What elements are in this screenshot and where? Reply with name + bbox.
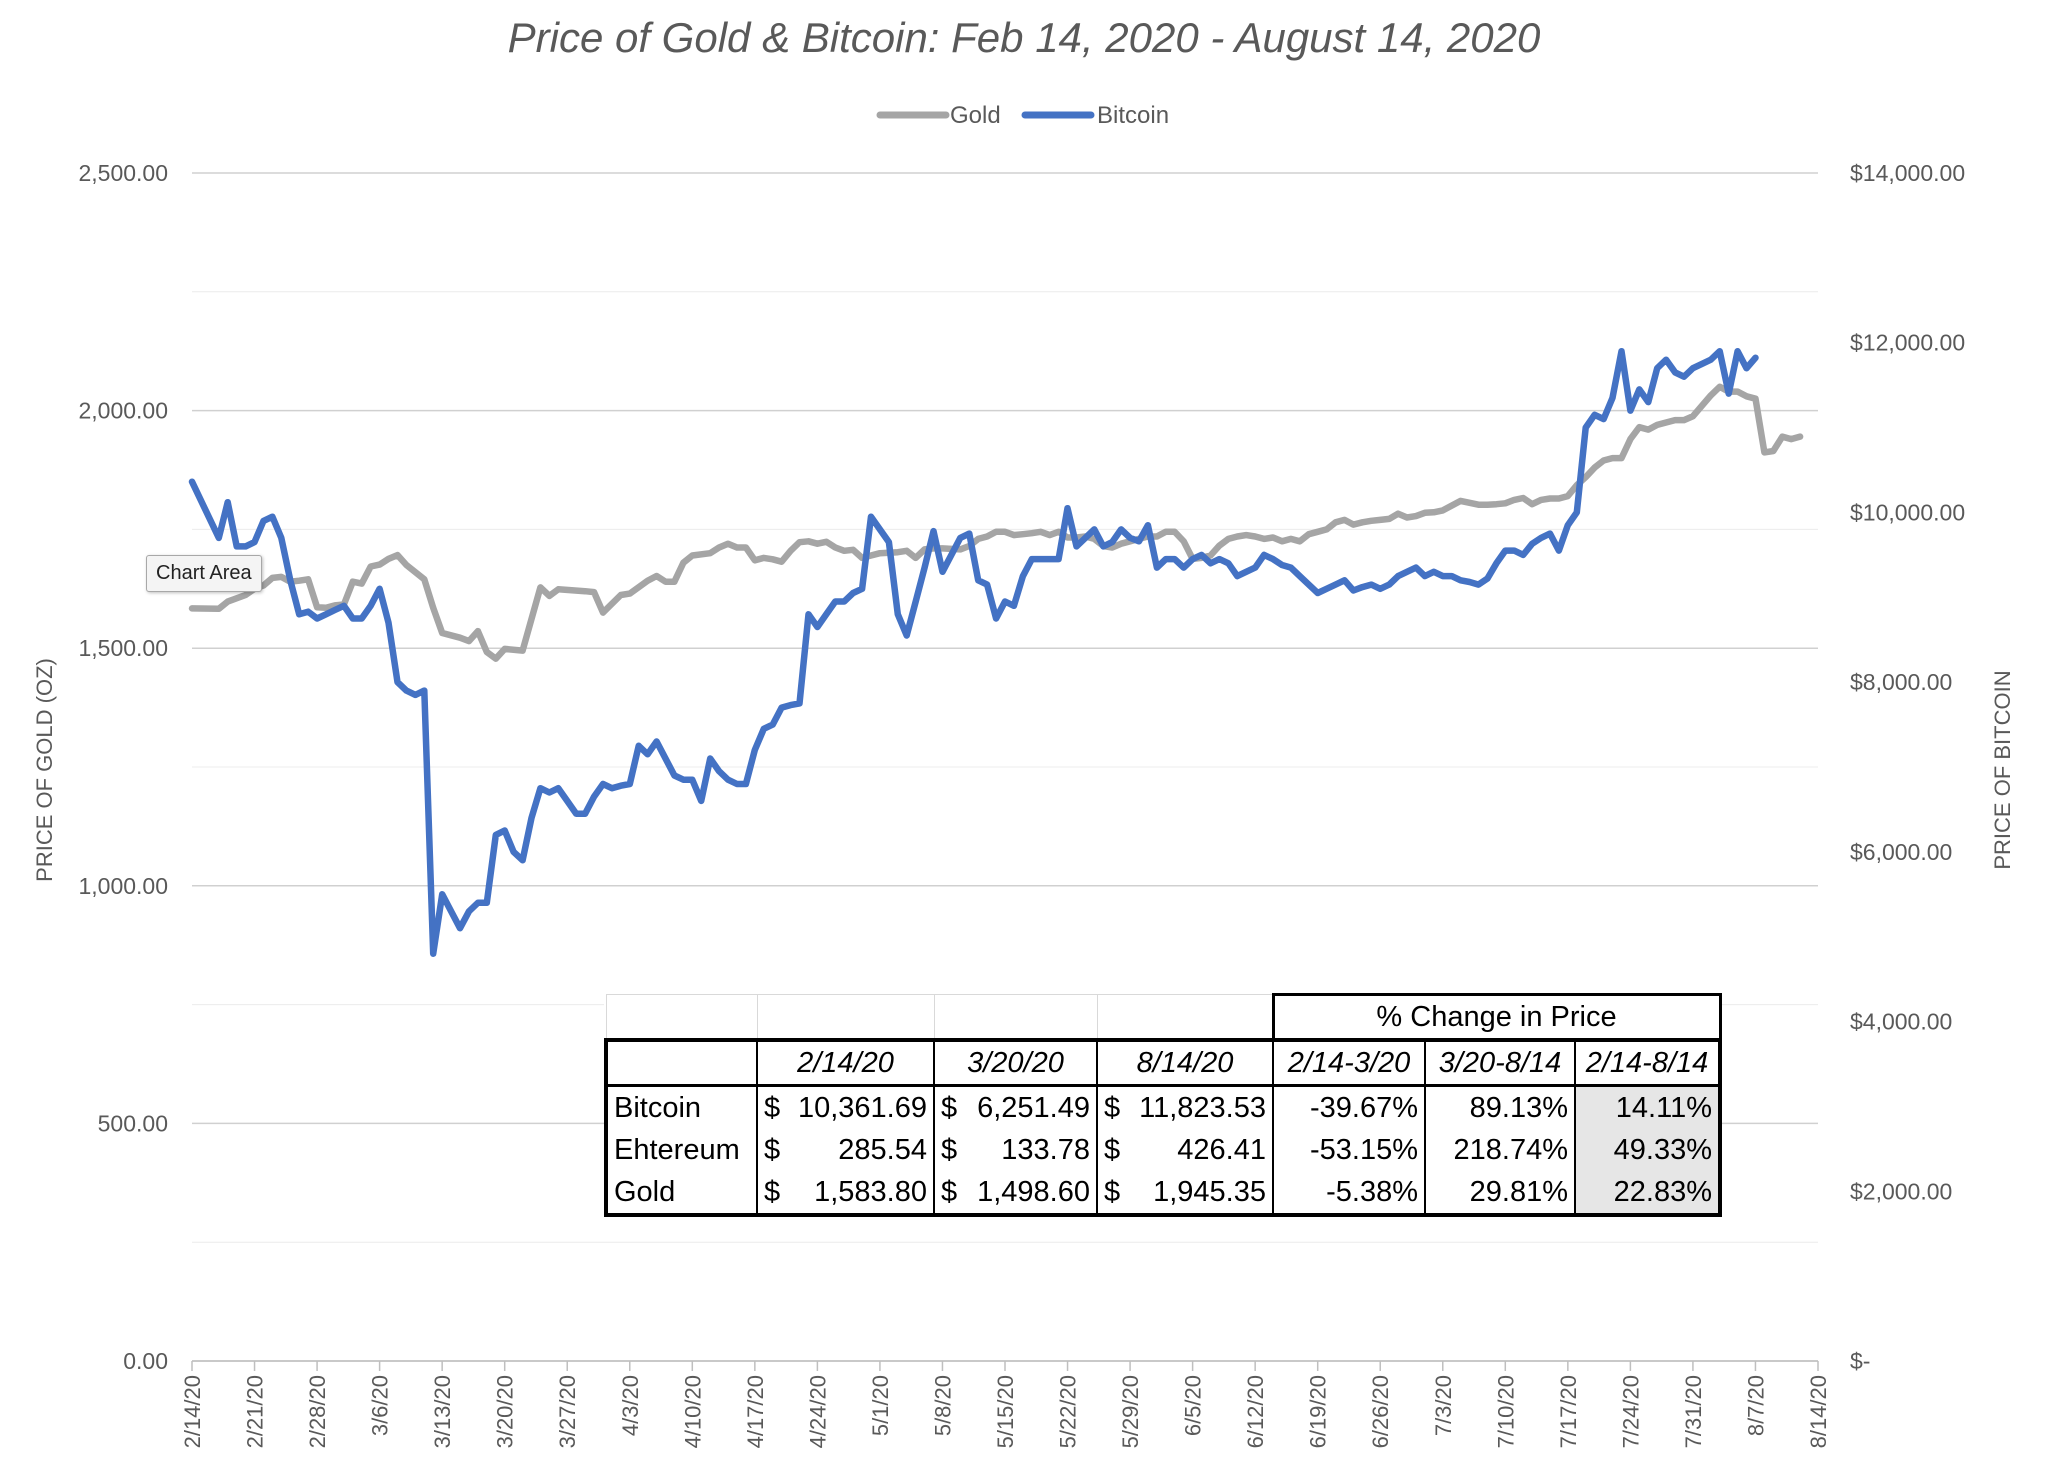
row-label: Ehtereum — [604, 1129, 758, 1171]
series-line-gold[interactable] — [188, 383, 1804, 662]
y-right-tick-label: $12,000.00 — [1850, 330, 1965, 356]
x-tick-label: 4/10/20 — [680, 1375, 705, 1448]
x-tick-label: 7/24/20 — [1618, 1375, 1643, 1448]
row-label: Bitcoin — [604, 1085, 758, 1129]
x-tick-label: 3/6/20 — [368, 1375, 393, 1436]
legend-label-bitcoin: Bitcoin — [1097, 102, 1169, 129]
x-tick-label: 2/21/20 — [243, 1375, 268, 1448]
table-row: Ehtereum $285.54 $133.78 $426.41 -53.15%… — [604, 1129, 1722, 1171]
x-tick-label: 3/20/20 — [493, 1375, 518, 1448]
y-left-tick-label: 1,500.00 — [78, 635, 168, 661]
y-axis-left-ticks: 0.00 500.00 1,000.00 1,500.00 2,000.00 2,500.… — [78, 160, 168, 1374]
price-change-table: % Change in Price 2/14/20 3/20/20 8/14/2… — [604, 993, 1722, 1217]
chart-title: Price of Gold & Bitcoin: Feb 14, 2020 - … — [508, 14, 1541, 61]
y-right-tick-label: $14,000.00 — [1850, 160, 1965, 186]
y-axis-right-label: PRICE OF BITCOIN — [1990, 670, 2015, 869]
x-tick-label: 5/15/20 — [993, 1375, 1018, 1448]
column-header: 3/20/20 — [933, 1038, 1098, 1087]
x-tick-label: 8/7/20 — [1743, 1375, 1768, 1436]
y-right-tick-label: $8,000.00 — [1850, 669, 1952, 695]
y-axis-left-label: PRICE OF GOLD (OZ) — [32, 658, 57, 882]
table-header-row: 2/14/20 3/20/20 8/14/20 2/14-3/20 3/20-8… — [604, 1038, 1722, 1087]
x-tick-label: 4/24/20 — [805, 1375, 830, 1448]
x-tick-label: 8/14/20 — [1806, 1375, 1831, 1448]
y-left-tick-label: 500.00 — [98, 1110, 168, 1136]
y-left-tick-label: 2,500.00 — [78, 160, 168, 186]
x-tick-label: 5/1/20 — [868, 1375, 893, 1436]
x-tick-label: 4/17/20 — [743, 1375, 768, 1448]
x-tick-label: 3/13/20 — [430, 1375, 455, 1448]
y-right-tick-label: $2,000.00 — [1850, 1178, 1952, 1204]
x-tick-label: 7/3/20 — [1431, 1375, 1456, 1436]
x-tick-label: 5/8/20 — [930, 1375, 955, 1436]
x-tick-label: 7/10/20 — [1493, 1375, 1518, 1448]
column-header: 3/20-8/14 — [1424, 1038, 1576, 1087]
x-tick-label: 7/31/20 — [1681, 1375, 1706, 1448]
y-right-tick-label: $- — [1850, 1348, 1870, 1374]
table-group-header: % Change in Price — [1271, 993, 1722, 1042]
x-tick-label: 6/5/20 — [1181, 1375, 1206, 1436]
x-tick-label: 4/3/20 — [618, 1375, 643, 1436]
series-line-bitcoin[interactable] — [188, 347, 1759, 957]
x-tick-label: 2/28/20 — [305, 1375, 330, 1448]
column-header: 2/14-8/14 — [1574, 1038, 1722, 1087]
y-left-tick-label: 1,000.00 — [78, 873, 168, 899]
column-header: 8/14/20 — [1096, 1038, 1274, 1087]
x-tick-label: 6/12/20 — [1243, 1375, 1268, 1448]
y-right-tick-label: $10,000.00 — [1850, 499, 1965, 525]
plot-series[interactable] — [188, 347, 1804, 957]
x-tick-label: 7/17/20 — [1556, 1375, 1581, 1448]
x-axis-ticks: 2/14/20 2/21/20 2/28/20 3/6/20 3/13/20 3/20/2… — [180, 1360, 1831, 1448]
legend: Gold Bitcoin — [876, 102, 1169, 129]
column-header: 2/14-3/20 — [1272, 1038, 1426, 1087]
y-right-tick-label: $6,000.00 — [1850, 839, 1952, 865]
x-tick-label: 5/22/20 — [1056, 1375, 1081, 1448]
table-row: Bitcoin $10,361.69 $6,251.49 $11,823.53 … — [604, 1085, 1722, 1129]
x-tick-label: 2/14/20 — [180, 1375, 205, 1448]
y-right-tick-label: $4,000.00 — [1850, 1009, 1952, 1035]
y-left-tick-label: 2,000.00 — [78, 398, 168, 424]
x-tick-label: 3/27/20 — [555, 1375, 580, 1448]
x-tick-label: 6/19/20 — [1306, 1375, 1331, 1448]
x-tick-label: 5/29/20 — [1118, 1375, 1143, 1448]
y-axis-right-ticks: $- $2,000.00 $4,000.00 $6,000.00 $8,000.00 $1… — [1850, 160, 1965, 1374]
x-tick-label: 6/26/20 — [1368, 1375, 1393, 1448]
y-left-tick-label: 0.00 — [123, 1348, 168, 1374]
table-row: Gold $1,583.80 $1,498.60 $1,945.35 -5.38… — [604, 1171, 1722, 1217]
chart-area-tooltip: Chart Area — [146, 555, 262, 592]
legend-label-gold: Gold — [950, 102, 1001, 129]
table-group-row: % Change in Price — [605, 993, 1722, 1042]
row-label: Gold — [604, 1171, 758, 1217]
column-header: 2/14/20 — [756, 1038, 935, 1087]
